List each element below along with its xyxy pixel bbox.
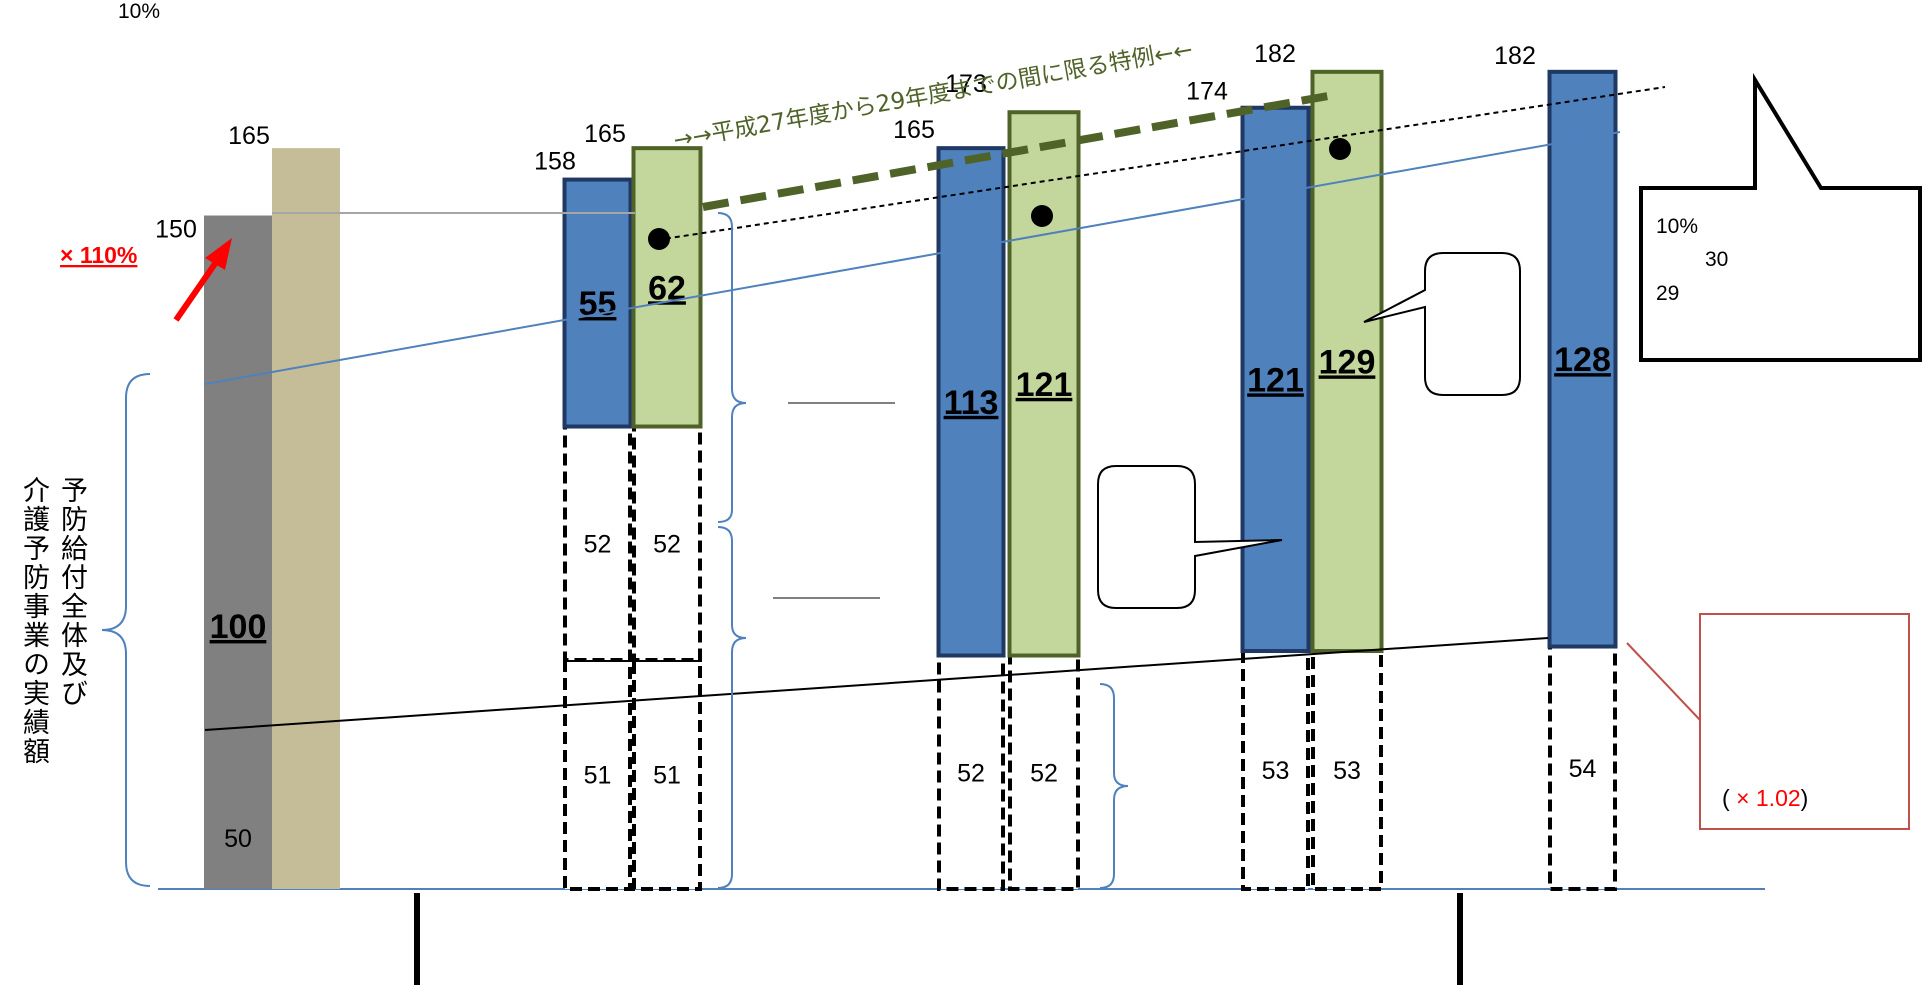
dotted-trend-line <box>656 86 1666 241</box>
bar-y3-green-total-label: 182 <box>1254 40 1296 68</box>
bar-base-total-label: 150 <box>155 216 197 244</box>
bar-y1-green-seg-1 <box>632 424 702 663</box>
rate-label: × 110% <box>60 242 137 268</box>
y-axis-label-1: 予防給付全体及び <box>56 476 87 708</box>
bar-y2-blue-seg-1-label: 113 <box>944 384 999 422</box>
y-axis-label-2: 介護予防事業の実績額 <box>18 476 49 766</box>
bar-y1-blue-seg-0-label: 51 <box>584 762 612 790</box>
bar-y1-green-total-label: 165 <box>584 120 626 148</box>
bar-y2-blue-seg-1 <box>936 146 1006 658</box>
bar-y1-blue-seg-0 <box>563 658 632 892</box>
bar-y1-green-seg-1-label: 52 <box>653 530 681 558</box>
speech-bubble-2 <box>1363 252 1521 396</box>
bar-y1-green-seg-2 <box>631 146 703 429</box>
bar-y1-blue-total-label: 158 <box>534 148 576 176</box>
rate-arrow-shaft <box>173 253 224 322</box>
bar-y2-green-seg-1 <box>1007 110 1081 658</box>
special-dashed-line <box>702 92 1329 211</box>
black-trend-line <box>204 637 1549 731</box>
dot-y3 <box>1329 138 1351 160</box>
bar-cap-total-label: 165 <box>228 122 270 150</box>
bar-cap <box>272 148 340 889</box>
bar-y4-blue-seg-1 <box>1547 69 1618 649</box>
bar-y3-blue-seg-0 <box>1241 649 1310 892</box>
bar-y4-blue-seg-0-label: 54 <box>1569 755 1597 783</box>
bar-y2-green-seg-0-label: 52 <box>1030 759 1058 787</box>
bar-y4-blue-total-label: 182 <box>1494 42 1536 70</box>
callout-line-1: 10% <box>1656 215 1698 238</box>
bar-y1-blue-seg-2 <box>562 177 633 429</box>
bar-y4-blue-seg-1-label: 128 <box>1554 341 1611 379</box>
bar-base-seg-0-label: 50 <box>224 825 252 853</box>
bar-y3-green-seg-1-label: 129 <box>1319 343 1376 381</box>
growth-pointer <box>1626 642 1701 721</box>
bar-y3-blue-seg-1-label: 121 <box>1247 361 1304 399</box>
growth-box <box>1699 613 1910 830</box>
bar-y1-blue-seg-1 <box>563 424 632 663</box>
dot-y1 <box>648 228 670 250</box>
speech-bubble-1 <box>1097 465 1283 609</box>
brace-3 <box>1099 683 1129 889</box>
top-note: 10% <box>118 0 160 23</box>
bar-base <box>204 215 272 889</box>
bar-y3-blue-seg-0-label: 53 <box>1262 757 1290 785</box>
bar-y3-green-seg-0-label: 53 <box>1333 757 1361 785</box>
brace-1 <box>717 212 747 523</box>
callout-line-3: 29 <box>1656 282 1679 305</box>
dot-y2 <box>1031 205 1053 227</box>
growth-note: ( × 1.02) <box>1722 785 1808 811</box>
bar-y2-green-total-label: 173 <box>945 70 987 98</box>
bar-y3-blue-total-label: 174 <box>1186 78 1228 106</box>
rate-arrow-head <box>205 238 232 270</box>
bar-y4-blue-seg-0 <box>1548 644 1617 891</box>
blue-trend-line <box>204 131 1621 385</box>
bar-y2-blue-total-label: 165 <box>893 116 935 144</box>
bar-y1-green-seg-0-label: 51 <box>653 762 681 790</box>
bar-y1-blue-seg-1-label: 52 <box>584 530 612 558</box>
brace-2 <box>717 526 747 889</box>
bar-y3-green-seg-0 <box>1311 649 1383 892</box>
bar-y2-blue-seg-0-label: 52 <box>957 759 985 787</box>
callout-line-2: 30 <box>1705 248 1728 271</box>
bar-y2-green-seg-0 <box>1008 653 1080 892</box>
bar-y2-green-seg-1-label: 121 <box>1016 366 1073 404</box>
bar-y2-blue-seg-0 <box>937 653 1005 892</box>
bar-base-seg-1-label: 100 <box>210 608 267 646</box>
bar-y3-blue-seg-1 <box>1240 105 1311 654</box>
callout-box <box>1639 72 1922 362</box>
left-brace <box>101 373 151 887</box>
